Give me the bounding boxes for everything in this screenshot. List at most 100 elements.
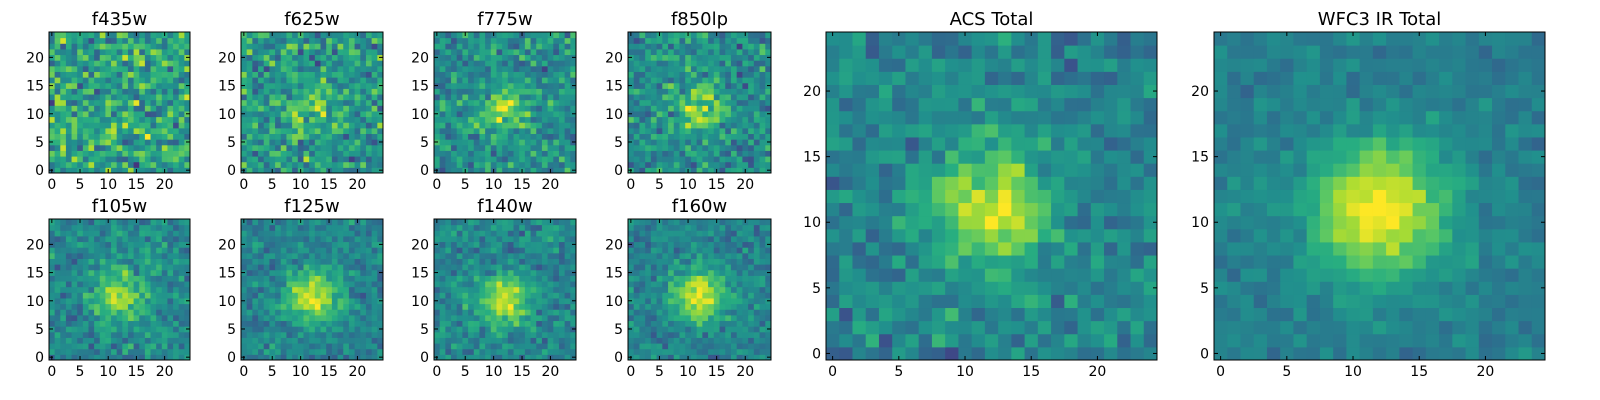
heatmap-cell (473, 133, 480, 140)
heatmap-cell (462, 99, 469, 106)
heatmap-cell (337, 60, 344, 67)
heatmap-cell (456, 105, 463, 112)
heatmap-cell (541, 286, 549, 293)
heatmap-cell (258, 116, 265, 123)
heatmap-cell (343, 219, 350, 226)
heatmap-cell (547, 60, 554, 67)
heatmap-cell (71, 264, 78, 271)
heatmap-cell (111, 314, 118, 322)
heatmap-cell (685, 54, 692, 61)
heatmap-cell (456, 230, 463, 237)
heatmap-cell (88, 139, 95, 146)
heatmap-cell (702, 139, 709, 146)
heatmap-cell (133, 230, 140, 237)
heatmap-cell (685, 88, 692, 95)
heatmap-cell (77, 235, 84, 243)
heatmap-cell (360, 48, 367, 56)
heatmap-cell (94, 99, 101, 106)
heatmap-cell (524, 337, 532, 344)
heatmap-cell (49, 150, 56, 157)
heatmap-cell (564, 264, 571, 271)
heatmap-cell (713, 94, 721, 101)
heatmap-cell (696, 144, 703, 151)
heatmap-cell (541, 122, 549, 129)
heatmap-cell (354, 286, 361, 293)
heatmap-cell (502, 88, 509, 95)
heatmap-cell (547, 110, 554, 118)
heatmap-cell (730, 326, 738, 333)
heatmap-cell (116, 156, 123, 163)
heatmap-cell (473, 326, 480, 333)
heatmap-cell (348, 116, 356, 123)
y-tick-label: 0 (420, 163, 429, 179)
heatmap-cell (127, 133, 135, 140)
heatmap-cell (650, 167, 658, 174)
heatmap-cell (513, 88, 520, 95)
heatmap-cell (553, 258, 560, 265)
heatmap-cell (485, 65, 492, 72)
heatmap-cell (507, 71, 515, 78)
heatmap-cell (94, 343, 101, 350)
heatmap-cell (94, 77, 101, 84)
heatmap-cell (354, 320, 361, 327)
heatmap-cell (343, 252, 350, 259)
heatmap-cell (696, 105, 703, 112)
heatmap-cell (759, 343, 766, 350)
heatmap-cell (343, 88, 350, 95)
heatmap-cell (502, 127, 509, 135)
heatmap-cell (496, 88, 503, 95)
heatmap-cell (122, 32, 129, 39)
heatmap-cell (377, 156, 384, 163)
heatmap-cell (696, 167, 703, 174)
heatmap-cell (269, 48, 276, 56)
heatmap-cell (485, 144, 492, 151)
heatmap-cell (99, 331, 106, 338)
heatmap-cell (547, 127, 554, 135)
heatmap-cell (708, 43, 715, 50)
heatmap-cell (708, 122, 715, 129)
heatmap-cell (82, 230, 89, 237)
heatmap-cell (748, 37, 755, 44)
heatmap-cell (331, 235, 339, 243)
heatmap-cell (303, 105, 310, 112)
heatmap-cell (292, 348, 299, 355)
heatmap-cell (502, 303, 509, 310)
heatmap-cell (507, 99, 515, 106)
heatmap-cell (297, 37, 304, 44)
heatmap-cell (150, 309, 157, 316)
heatmap-cell (445, 264, 452, 271)
heatmap-cell (558, 156, 566, 163)
heatmap-cell (156, 230, 163, 237)
heatmap-cell (628, 48, 635, 56)
heatmap-cell (479, 343, 486, 350)
heatmap-cell (331, 331, 339, 338)
heatmap-cell (645, 127, 652, 135)
heatmap-cell (54, 320, 61, 327)
heatmap-cell (258, 150, 265, 157)
heatmap-cell (673, 139, 680, 146)
heatmap-cell (54, 343, 61, 350)
heatmap-cell (150, 167, 157, 174)
heatmap-cell (111, 144, 118, 151)
heatmap-cell (753, 32, 761, 39)
heatmap-cell (507, 230, 515, 237)
heatmap-cell (451, 230, 458, 237)
heatmap-cell (371, 230, 378, 237)
heatmap-cell (320, 292, 327, 299)
heatmap-cell (507, 320, 515, 327)
heatmap-cell (725, 60, 732, 67)
heatmap-cell (371, 144, 378, 151)
heatmap-cell (161, 122, 168, 129)
heatmap-cell (496, 105, 503, 112)
heatmap-cell (507, 161, 515, 168)
heatmap-cell (258, 167, 265, 174)
heatmap-cell (708, 82, 715, 89)
heatmap-cell (490, 150, 497, 157)
heatmap-cell (451, 122, 458, 129)
heatmap-cell (252, 32, 259, 39)
heatmap-cell (713, 71, 721, 78)
heatmap-cell (468, 326, 475, 333)
heatmap-cell (519, 65, 526, 72)
heatmap-cell (150, 303, 157, 310)
heatmap-cell (49, 348, 56, 355)
